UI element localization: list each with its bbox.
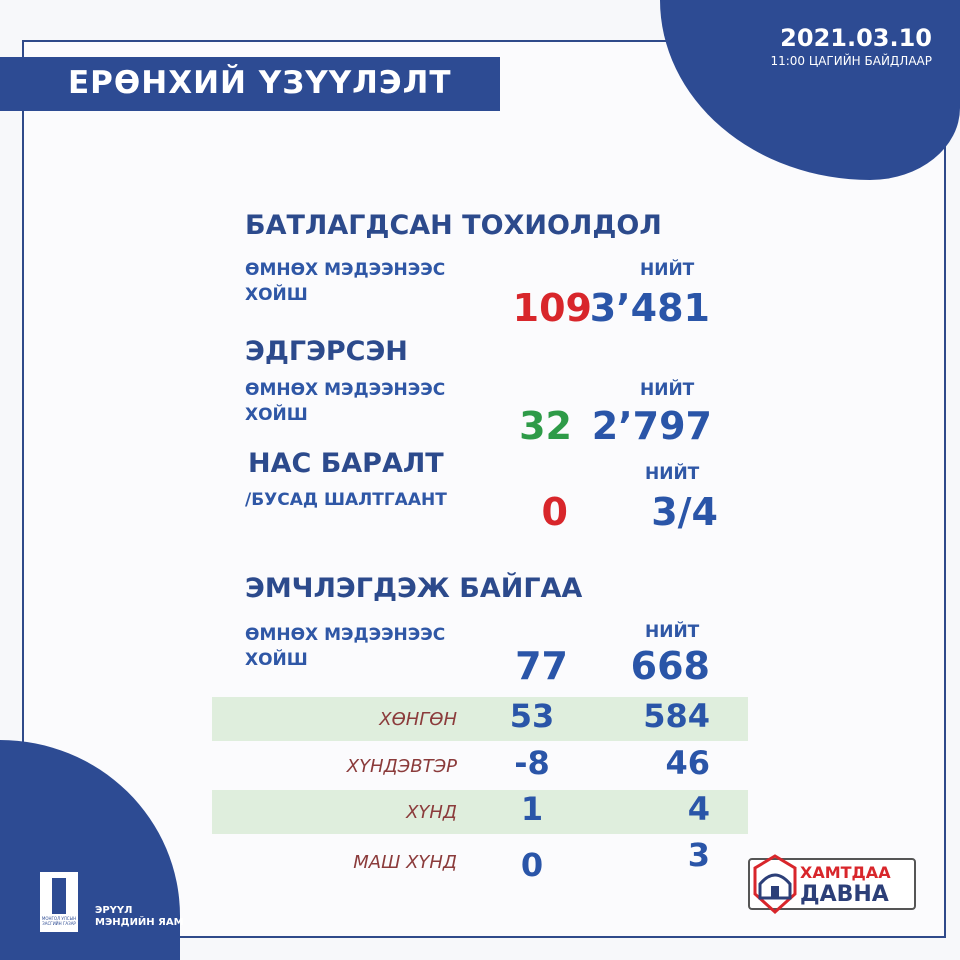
severity-label: ХҮНД [406,802,457,823]
table-row: ХҮНДЭВТЭР -8 46 [212,744,748,788]
deaths-total-label: НИЙТ [645,464,700,484]
severity-total: 4 [687,790,710,828]
confirmed-new: 109 [512,286,592,330]
government-emblem-logo [40,872,78,932]
confirmed-total: 3’481 [589,286,710,330]
campaign-line1: ХАМТДАА [800,863,891,882]
recovered-total-label: НИЙТ [640,380,695,400]
table-row: МАШ ХҮНД 0 3 [212,836,748,884]
recovered-new: 32 [519,404,572,448]
treatment-new: 77 [515,644,568,688]
treatment-total: 668 [630,644,710,688]
content-frame [22,40,946,938]
since-line1: ӨМНӨХ МЭДЭЭНЭЭС [245,625,446,645]
report-date: 2021.03.10 [780,24,932,52]
confirmed-total-label: НИЙТ [640,260,695,280]
table-row: ХӨНГӨН 53 584 [212,697,748,741]
severity-new: 1 [520,790,544,828]
recovered-since-label: ӨМНӨХ МЭДЭЭНЭЭС ХОЙШ [245,378,445,428]
table-row: ХҮНД 1 4 [212,790,748,834]
severity-label: МАШ ХҮНД [353,852,457,873]
treatment-total-label: НИЙТ [645,622,700,642]
deaths-title: НАС БАРАЛТ [248,448,444,479]
deaths-total: 3/4 [651,490,718,534]
shield-house-icon [753,854,797,915]
since-line2: ХОЙШ [245,650,308,670]
campaign-logo: ХАМТДАА ДАВНА [748,854,916,915]
since-line2: ХОЙШ [245,405,308,425]
severity-label: ХӨНГӨН [379,709,457,730]
ministry-line1: ЭРҮҮЛ [95,905,133,916]
recovered-total: 2’797 [591,404,712,448]
severity-new: -8 [514,744,550,782]
treatment-since-label: ӨМНӨХ МЭДЭЭНЭЭС ХОЙШ [245,623,445,673]
page-title: ЕРӨНХИЙ ҮЗҮҮЛЭЛТ [0,57,500,111]
recovered-title: ЭДГЭРСЭН [245,336,408,367]
ministry-line2: МЭНДИЙН ЯАМ [95,917,184,928]
treatment-title: ЭМЧЛЭГДЭЖ БАЙГАА [245,573,583,604]
deaths-new: 0 [541,490,568,534]
since-line2: ХОЙШ [245,285,308,305]
deaths-subtitle: /БУСАД ШАЛТГААНТ [245,490,447,510]
severity-total: 584 [643,697,710,735]
severity-total: 46 [665,744,710,782]
since-line1: ӨМНӨХ МЭДЭЭНЭЭС [245,380,446,400]
ministry-name: ЭРҮҮЛ МЭНДИЙН ЯАМ [95,905,184,929]
report-time: 11:00 ЦАГИЙН БАЙДЛААР [770,54,932,68]
soyombo-icon [52,878,66,914]
severity-new: 0 [520,846,544,884]
severity-new: 53 [509,697,555,735]
confirmed-title: БАТЛАГДСАН ТОХИОЛДОЛ [245,210,662,241]
severity-label: ХҮНДЭВТЭР [346,756,457,777]
confirmed-since-label: ӨМНӨХ МЭДЭЭНЭЭС ХОЙШ [245,258,445,308]
government-seal-text: МОНГОЛ УЛСЫН ЗАСГИЙН ГАЗАР [41,916,77,926]
since-line1: ӨМНӨХ МЭДЭЭНЭЭС [245,260,446,280]
severity-total: 3 [687,836,710,874]
campaign-line2: ДАВНА [800,882,889,907]
